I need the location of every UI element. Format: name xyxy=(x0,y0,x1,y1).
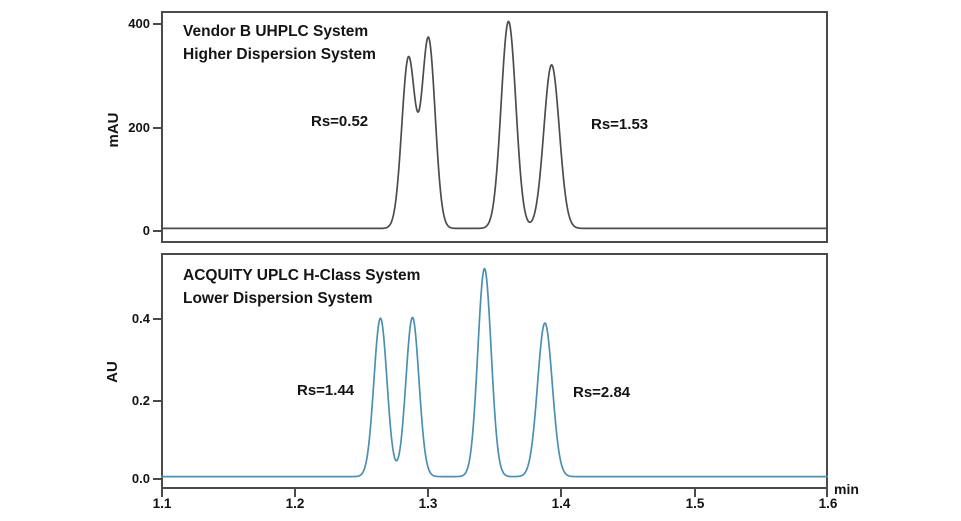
top-ytick-mark-200 xyxy=(153,127,162,129)
bottom-panel-title-line2: Lower Dispersion System xyxy=(183,290,373,307)
xtick-mark-1-3 xyxy=(427,489,429,497)
top-ytick-0: 0 xyxy=(142,223,150,238)
bottom-ytick-mark-04 xyxy=(153,318,162,320)
bottom-ytick-mark-02 xyxy=(153,400,162,402)
top-ytick-mark-0 xyxy=(153,230,162,232)
xtick-mark-1-2 xyxy=(294,489,296,497)
xtick-label-1-5: 1.5 xyxy=(685,496,705,511)
rs-annotation-bottom-2: Rs=2.84 xyxy=(573,384,631,401)
bottom-ytick-mark-00 xyxy=(153,478,162,480)
xtick-label-1-6: 1.6 xyxy=(818,496,838,511)
top-panel-title-line1: Vendor B UHPLC System xyxy=(183,23,369,40)
xtick-label-1-3: 1.3 xyxy=(418,496,438,511)
xtick-label-1-4: 1.4 xyxy=(551,496,571,511)
xtick-label-1-1: 1.1 xyxy=(152,496,172,511)
xtick-mark-1-6 xyxy=(826,489,828,497)
bottom-panel-title-line1: ACQUITY UPLC H-Class System xyxy=(183,267,421,284)
top-ytick-mark-400 xyxy=(153,23,162,25)
rs-annotation-bottom-1: Rs=1.44 xyxy=(297,382,355,399)
x-axis-unit-label: min xyxy=(834,481,859,497)
top-panel-title: Vendor B UHPLC System Higher Dispersion … xyxy=(183,20,376,66)
top-ytick-200: 200 xyxy=(128,120,150,135)
bottom-ytick-04: 0.4 xyxy=(131,311,150,326)
xtick-mark-1-1 xyxy=(161,489,163,497)
rs-annotation-top-1: Rs=0.52 xyxy=(311,113,369,130)
bottom-panel-title: ACQUITY UPLC H-Class System Lower Disper… xyxy=(183,264,420,310)
bottom-ytick-00: 0.0 xyxy=(131,471,150,486)
rs-annotation-top-2: Rs=1.53 xyxy=(591,116,649,133)
xtick-label-1-2: 1.2 xyxy=(285,496,305,511)
top-panel-title-line2: Higher Dispersion System xyxy=(183,46,376,63)
xtick-mark-1-4 xyxy=(560,489,562,497)
top-ytick-400: 400 xyxy=(128,16,150,31)
bottom-ytick-02: 0.2 xyxy=(131,393,150,408)
xtick-mark-1-5 xyxy=(694,489,696,497)
